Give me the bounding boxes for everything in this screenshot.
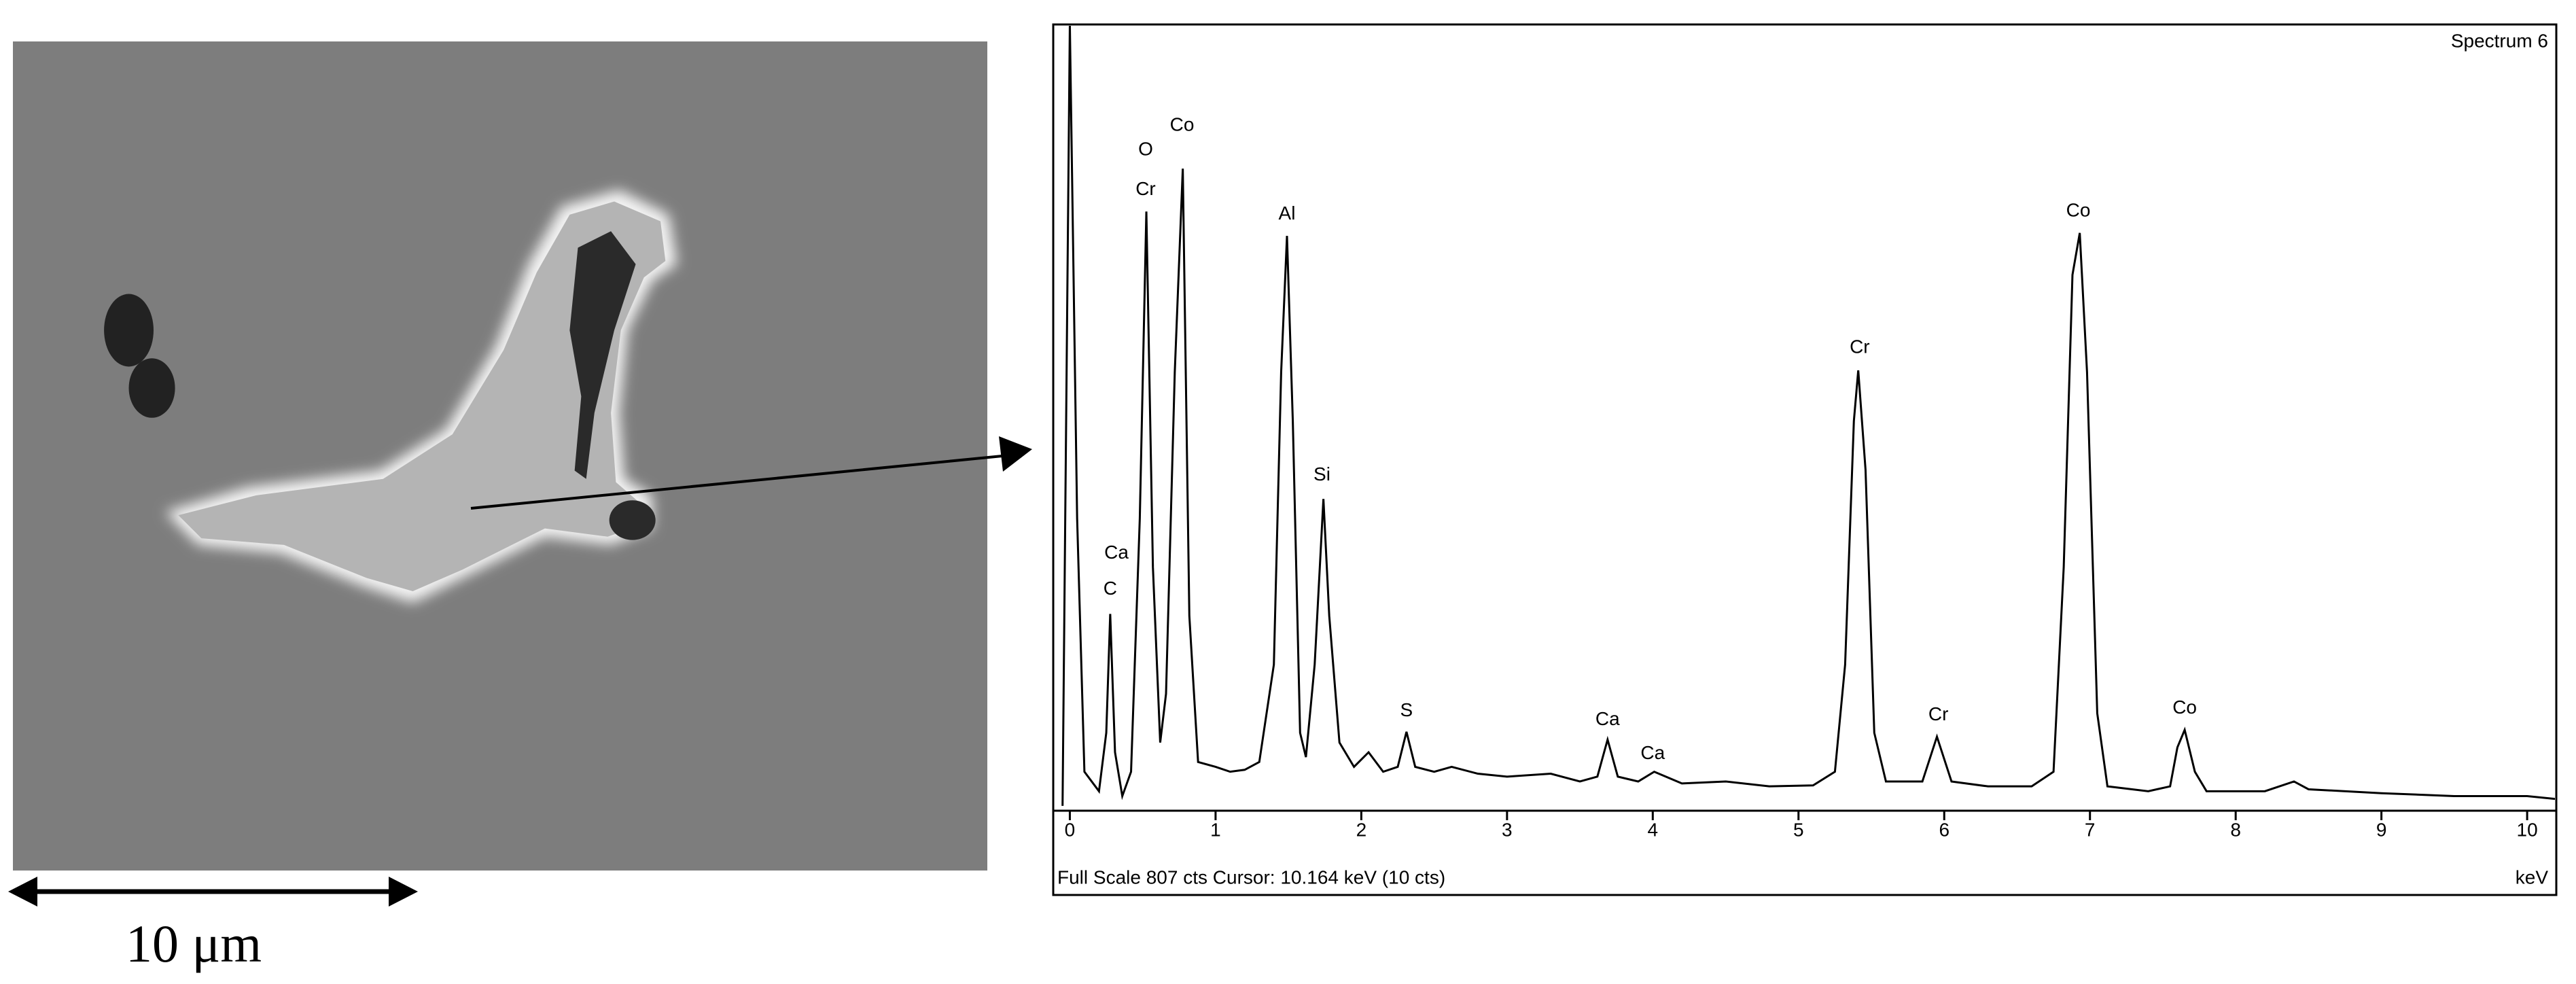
x-tick-label: 8 xyxy=(2230,819,2241,840)
x-tick-label: 4 xyxy=(1648,819,1659,840)
pointer-arrow xyxy=(999,436,1032,472)
chart-title: Spectrum 6 xyxy=(2451,30,2548,51)
scale-bar-arrow xyxy=(389,877,418,907)
peak-label: Si xyxy=(1313,463,1330,485)
x-tick-label: 6 xyxy=(1939,819,1949,840)
micrograph xyxy=(13,41,987,871)
x-tick-label: 2 xyxy=(1356,819,1367,840)
x-axis-label: keV xyxy=(2516,866,2549,888)
spectrum-line xyxy=(1061,26,2555,806)
footer: Full Scale 807 cts Cursor: 10.164 keV (1… xyxy=(1057,866,1445,888)
peak-label: Al xyxy=(1279,203,1296,224)
x-tick-label: 10 xyxy=(2517,819,2538,840)
peak-label: Ca xyxy=(1640,742,1665,763)
x-tick-label: 5 xyxy=(1793,819,1804,840)
peak-label: Co xyxy=(2066,200,2091,221)
peak-label: Cr xyxy=(1850,336,1870,357)
peak-label: C xyxy=(1104,578,1117,599)
scale-bar-label: 10 μm xyxy=(126,914,262,973)
x-tick-label: 3 xyxy=(1502,819,1513,840)
x-tick-label: 0 xyxy=(1065,819,1076,840)
peak-label: Ca xyxy=(1104,542,1129,563)
scale-bar-arrow xyxy=(8,877,37,907)
peak-label: Cr xyxy=(1928,703,1949,724)
pointer-line xyxy=(470,455,1003,510)
peak-label: Ca xyxy=(1595,708,1620,729)
x-tick-label: 9 xyxy=(2376,819,2387,840)
peak-label: Co xyxy=(1170,113,1195,135)
peak-label: Cr xyxy=(1135,178,1156,199)
peak-label: S xyxy=(1400,699,1413,720)
x-tick-label: 7 xyxy=(2085,819,2096,840)
x-tick-label: 1 xyxy=(1210,819,1221,840)
plot-area xyxy=(1061,26,2555,806)
peak-label: Co xyxy=(2172,697,2197,718)
peak-label: O xyxy=(1138,138,1153,159)
